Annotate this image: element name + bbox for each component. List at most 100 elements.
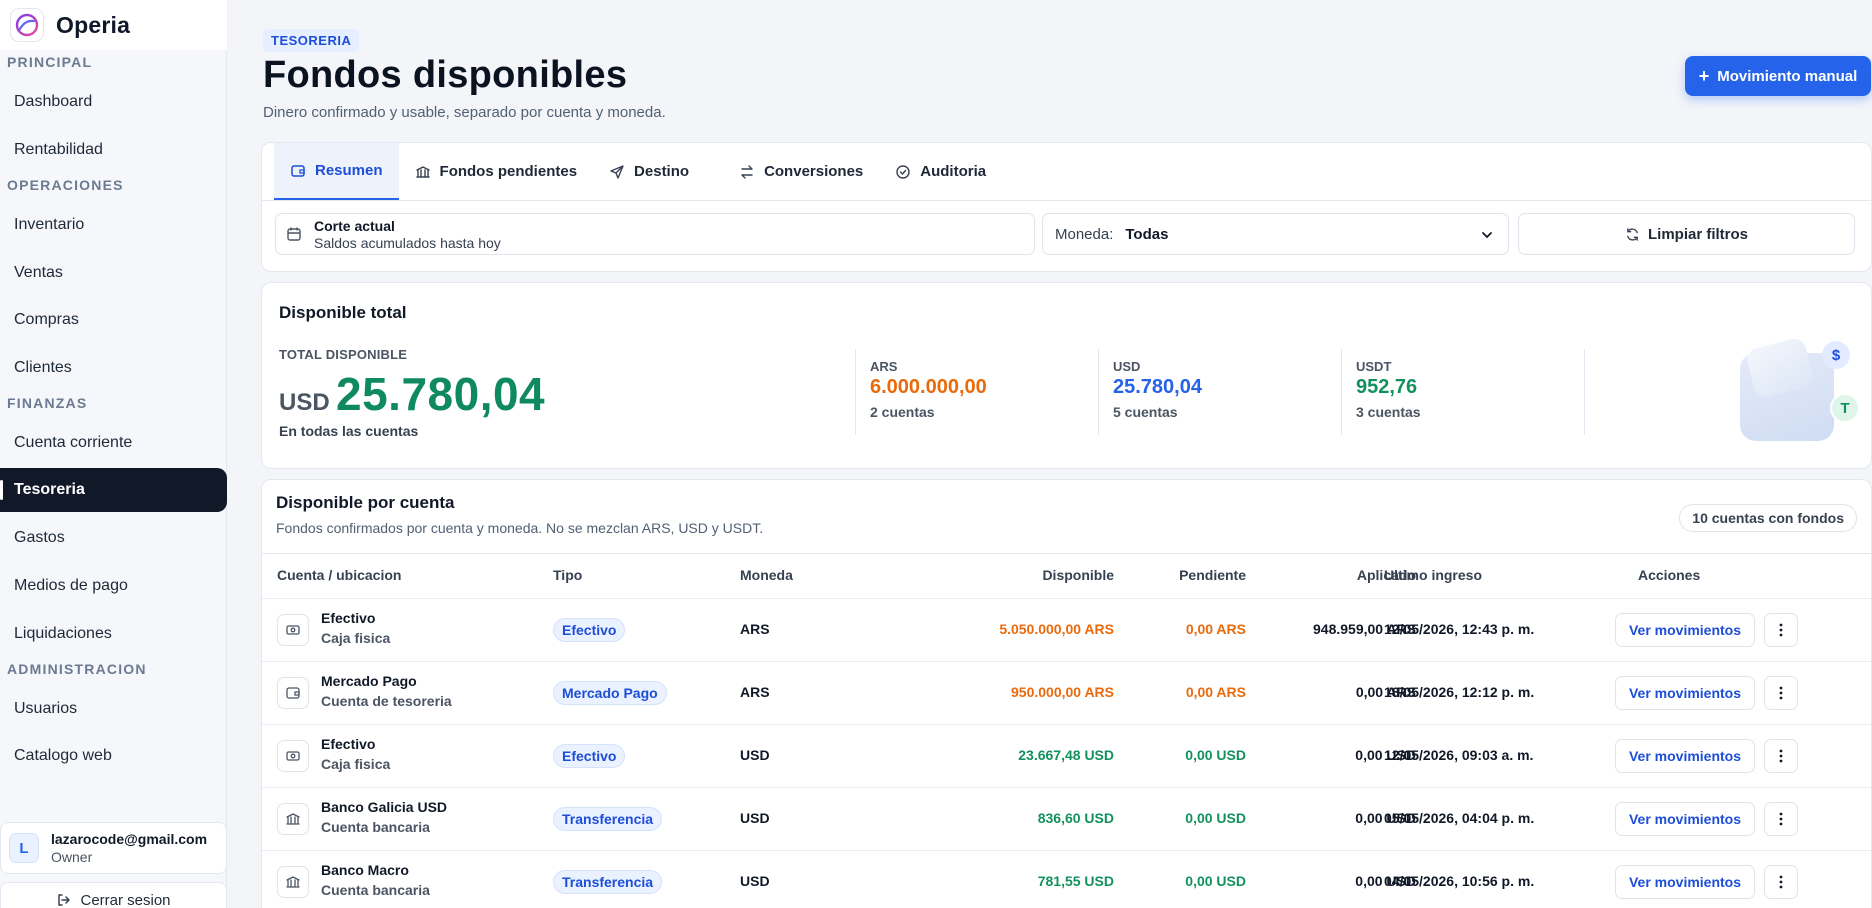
period-subtitle: Saldos acumulados hasta hoy — [314, 234, 501, 251]
period-filter[interactable]: Corte actual Saldos acumulados hasta hoy — [275, 213, 1035, 255]
kebab-icon — [1779, 812, 1783, 826]
col-header-moneda: Moneda — [740, 567, 793, 583]
more-options-button[interactable] — [1764, 676, 1798, 710]
currency-value: 25.780,04 — [1113, 376, 1202, 398]
sidebar-item-inventario[interactable]: Inventario — [14, 216, 85, 233]
clear-filters-button[interactable]: Limpiar filtros — [1518, 213, 1855, 255]
avatar: L — [9, 833, 39, 863]
type-badge: Efectivo — [553, 618, 626, 642]
pending-cell: 0,00 ARS — [1185, 621, 1246, 637]
table-row: Efectivo Caja fisica Efectivo ARS 5.050.… — [262, 598, 1871, 661]
nav-section-operaciones: OPERACIONES — [7, 177, 124, 193]
tab-auditoria-label: Auditoria — [920, 163, 987, 180]
sidebar-item-tesoreria[interactable]: Tesoreria — [0, 468, 227, 512]
account-location: Caja fisica — [321, 756, 391, 772]
col-header-ultimo-ingreso: Ultimo ingreso — [1384, 567, 1483, 583]
view-movements-button[interactable]: Ver movimientos — [1615, 739, 1755, 773]
currency-value: 6.000.000,00 — [870, 376, 987, 398]
sidebar-item-medios-de-pago[interactable]: Medios de pago — [14, 577, 128, 594]
tab-resumen-label: Resumen — [315, 162, 383, 179]
sidebar-item-gastos[interactable]: Gastos — [14, 529, 65, 546]
sidebar-item-dashboard[interactable]: Dashboard — [14, 93, 93, 110]
divider — [262, 553, 1871, 554]
applied-cell: 0,00 USD — [1355, 873, 1416, 889]
currency-cell: USD — [740, 810, 770, 826]
swap-icon — [741, 164, 753, 179]
account-location: Cuenta bancaria — [321, 882, 430, 898]
tab-resumen[interactable]: Resumen — [274, 143, 399, 200]
sidebar-item-cuenta-corriente[interactable]: Cuenta corriente — [14, 434, 133, 451]
tab-fondos-pendientes[interactable]: Fondos pendientes — [399, 143, 594, 200]
user-email: lazarocode@gmail.com — [51, 831, 208, 847]
sidebar-item-ventas[interactable]: Ventas — [14, 264, 63, 281]
account-name: Mercado Pago — [321, 673, 417, 689]
kebab-icon — [1779, 623, 1783, 637]
view-movements-button[interactable]: Ver movimientos — [1615, 676, 1755, 710]
more-options-button[interactable] — [1764, 865, 1798, 899]
sidebar-item-rentabilidad[interactable]: Rentabilidad — [14, 141, 103, 158]
filters-row: Corte actual Saldos acumulados hasta hoy… — [262, 200, 1871, 266]
pending-cell: 0,00 USD — [1185, 873, 1246, 889]
bank-icon — [277, 803, 309, 835]
sidebar-item-usuarios[interactable]: Usuarios — [14, 700, 78, 717]
account-location: Cuenta de tesoreria — [321, 693, 452, 709]
last-income-cell: 12/05/2026, 12:43 p. m. — [1384, 621, 1535, 637]
pending-cell: 0,00 USD — [1185, 810, 1246, 826]
total-label: TOTAL DISPONIBLE — [279, 347, 408, 362]
col-header-disponible: Disponible — [1042, 567, 1114, 583]
sidebar-item-catalogo-web[interactable]: Catalogo web — [14, 747, 112, 764]
kebab-icon — [1779, 875, 1783, 889]
currency-select[interactable]: Moneda: Todas — [1042, 213, 1509, 255]
tab-destino[interactable]: Destino — [593, 143, 723, 200]
account-name: Efectivo — [321, 736, 376, 752]
total-currency: USD — [279, 389, 330, 416]
calendar-icon — [287, 227, 301, 241]
view-movements-button[interactable]: Ver movimientos — [1615, 802, 1755, 836]
bank-icon — [277, 866, 309, 898]
type-badge: Mercado Pago — [553, 681, 667, 705]
sidebar-item-clientes[interactable]: Clientes — [14, 359, 72, 376]
user-card[interactable]: L lazarocode@gmail.com Owner — [0, 822, 227, 874]
pending-cell: 0,00 ARS — [1185, 684, 1246, 700]
manual-movement-button[interactable]: + Movimiento manual — [1685, 56, 1871, 96]
logout-button[interactable]: Cerrar sesion — [0, 882, 227, 908]
sidebar-item-liquidaciones[interactable]: Liquidaciones — [14, 625, 112, 642]
applied-cell: 0,00 ARS — [1355, 684, 1416, 700]
available-cell: 781,55 USD — [1037, 873, 1114, 889]
tab-auditoria[interactable]: Auditoria — [879, 143, 1002, 200]
applied-cell: 0,00 USD — [1355, 747, 1416, 763]
tab-destino-label: Destino — [634, 163, 690, 180]
type-badge: Transferencia — [553, 807, 663, 831]
logo-icon — [10, 8, 44, 42]
col-header-tipo: Tipo — [553, 567, 583, 583]
view-movements-button[interactable]: Ver movimientos — [1615, 613, 1755, 647]
user-role: Owner — [51, 849, 93, 865]
page-kicker: TESORERIA — [263, 29, 360, 52]
more-options-button[interactable] — [1764, 613, 1798, 647]
accounts-card: Disponible por cuenta Fondos confirmados… — [261, 479, 1872, 908]
brand[interactable]: Operia — [0, 0, 227, 50]
currency-code: ARS — [870, 359, 898, 374]
applied-cell: 0,00 USD — [1355, 810, 1416, 826]
tab-conversiones-label: Conversiones — [764, 163, 864, 180]
view-movements-button[interactable]: Ver movimientos — [1615, 865, 1755, 899]
table-row: Banco Galicia USD Cuenta bancaria Transf… — [262, 787, 1871, 850]
currency-code: USDT — [1356, 359, 1392, 374]
currency-accounts: 3 cuentas — [1356, 404, 1421, 420]
total-subtitle: En todas las cuentas — [279, 423, 419, 439]
sidebar-item-compras[interactable]: Compras — [14, 311, 79, 328]
applied-cell: 948.959,00 ARS — [1313, 621, 1416, 637]
page-title: Fondos disponibles — [263, 54, 628, 96]
currency-label: Moneda: — [1055, 225, 1114, 243]
tab-conversiones[interactable]: Conversiones — [723, 143, 879, 200]
account-name: Banco Galicia USD — [321, 799, 448, 815]
more-options-button[interactable] — [1764, 802, 1798, 836]
currency-value: Todas — [1125, 225, 1169, 243]
kebab-icon — [1779, 686, 1783, 700]
period-title: Corte actual — [314, 217, 395, 234]
tab-fondos-pendientes-label: Fondos pendientes — [439, 163, 578, 180]
table-row: Efectivo Caja fisica Efectivo USD 23.667… — [262, 724, 1871, 787]
more-options-button[interactable] — [1764, 739, 1798, 773]
available-cell: 5.050.000,00 ARS — [999, 621, 1114, 637]
nav-section-finanzas: FINANZAS — [7, 395, 88, 411]
